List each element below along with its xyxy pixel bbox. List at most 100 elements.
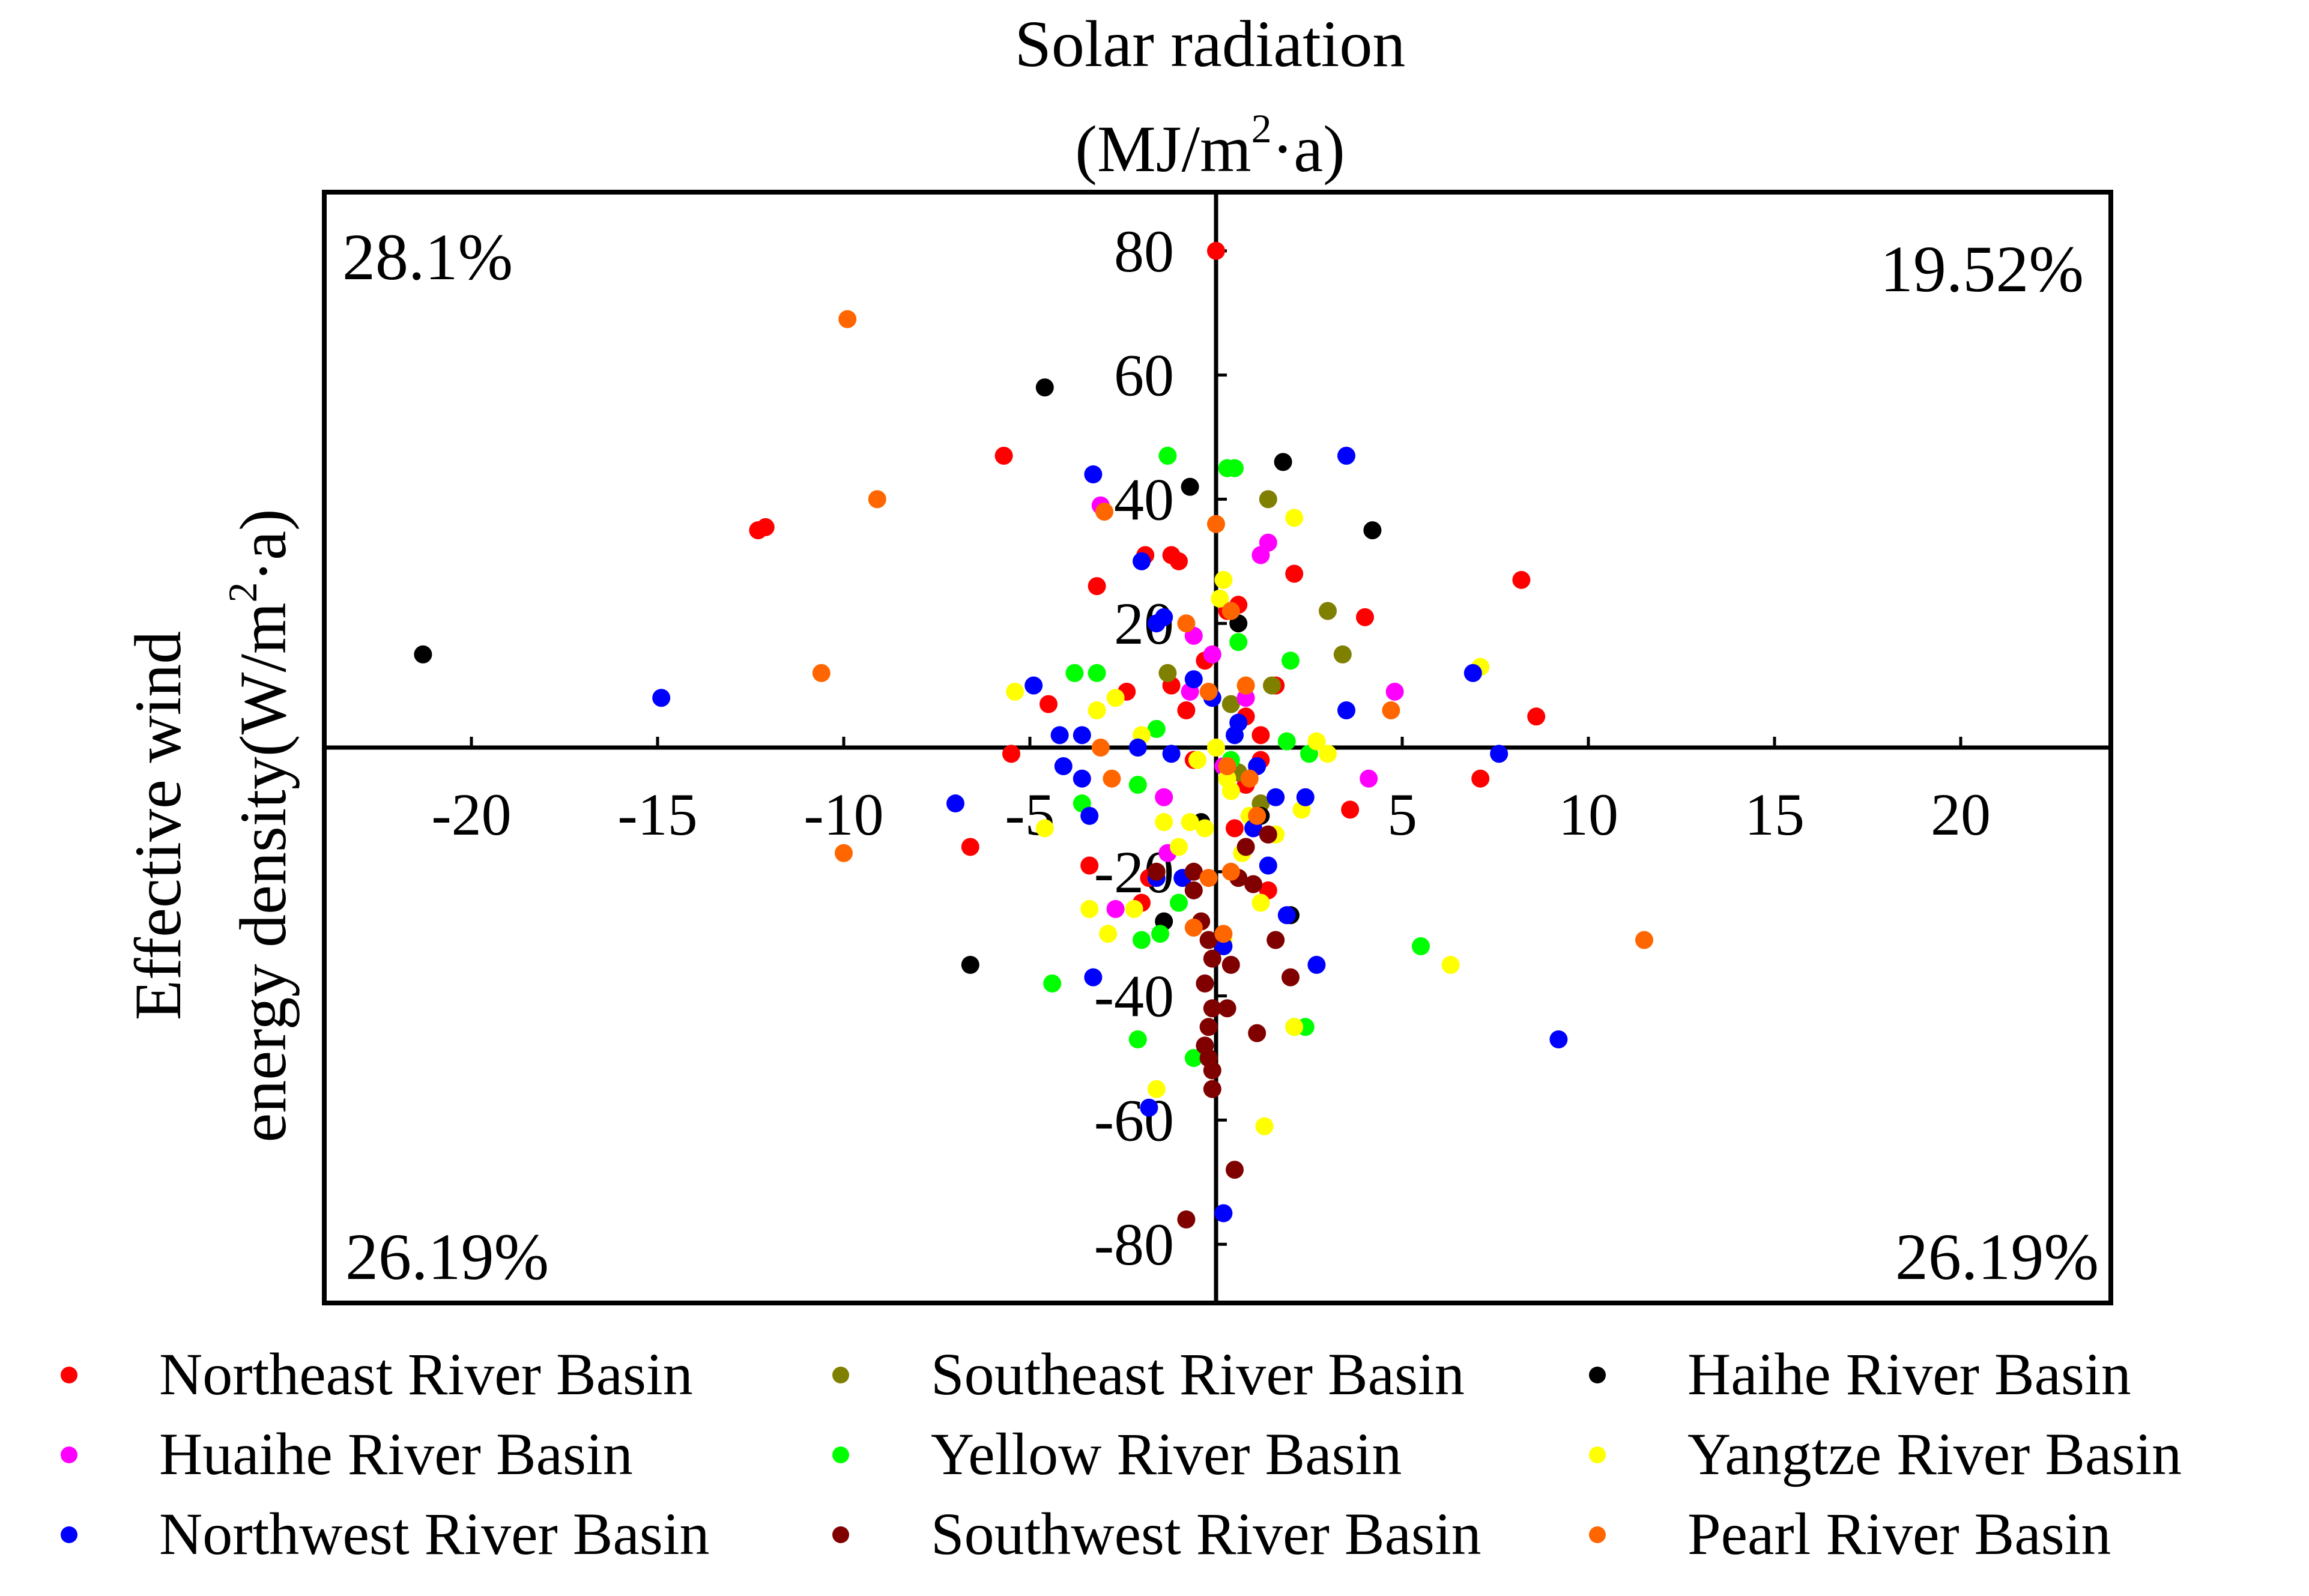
- point-series-8: [1221, 862, 1240, 881]
- point-series-5: [1255, 1117, 1274, 1135]
- point-series-4: [1133, 931, 1151, 949]
- point-series-6: [1490, 745, 1509, 763]
- point-series-7: [1248, 1024, 1266, 1042]
- point-series-7: [1266, 931, 1285, 949]
- point-series-6: [1084, 465, 1103, 484]
- point-series-4: [1282, 651, 1300, 670]
- point-series-5: [1106, 689, 1125, 707]
- x-tick-label: 5: [1387, 781, 1417, 848]
- point-series-7: [1218, 999, 1236, 1018]
- point-series-4: [1226, 459, 1244, 477]
- point-series-8: [835, 844, 853, 862]
- point-series-6: [1050, 726, 1069, 745]
- point-series-3: [1360, 769, 1378, 788]
- point-series-8: [1199, 869, 1218, 887]
- point-series-6: [1054, 757, 1073, 776]
- point-series-3: [1251, 546, 1270, 564]
- point-series-0: [1471, 769, 1490, 788]
- point-series-2: [1181, 477, 1199, 496]
- point-series-4: [1128, 776, 1147, 794]
- point-series-2: [1035, 378, 1054, 397]
- quadrant-label-bottom-left: 26.19%: [345, 1220, 549, 1293]
- point-series-5: [1211, 589, 1229, 608]
- point-series-1: [1221, 695, 1240, 713]
- point-series-0: [1527, 707, 1546, 726]
- point-series-7: [1184, 862, 1203, 881]
- point-series-4: [1184, 1049, 1203, 1067]
- point-series-5: [1188, 751, 1206, 769]
- point-series-8: [1236, 676, 1255, 695]
- point-series-4: [1043, 974, 1062, 993]
- x-tick-label: -20: [431, 781, 511, 848]
- point-series-8: [838, 310, 857, 328]
- point-series-6: [1184, 670, 1203, 689]
- point-series-5: [1147, 1080, 1166, 1098]
- y-axis-label-line1: Effective wind: [121, 631, 195, 1021]
- point-series-7: [1203, 1080, 1221, 1098]
- point-series-6: [1337, 447, 1355, 465]
- point-series-6: [1128, 739, 1147, 757]
- point-series-8: [1382, 701, 1400, 719]
- point-series-2: [414, 645, 432, 663]
- chart-title-unit-post: ·a): [1272, 112, 1345, 186]
- x-tick-label: -10: [803, 781, 883, 848]
- point-series-5: [1181, 813, 1199, 832]
- point-series-5: [1285, 1018, 1304, 1036]
- y-tick-label: 80: [1114, 218, 1174, 285]
- point-series-6: [1162, 745, 1181, 763]
- point-series-5: [1196, 819, 1214, 838]
- point-series-7: [1282, 968, 1300, 987]
- points-layer: [414, 241, 1653, 1229]
- point-series-8: [868, 490, 886, 509]
- point-series-5: [1035, 819, 1054, 838]
- point-series-6: [1147, 614, 1166, 633]
- x-tick-label: 15: [1745, 781, 1805, 848]
- point-series-2: [1363, 521, 1382, 540]
- legend-marker: [832, 1367, 849, 1383]
- point-series-5: [1088, 701, 1106, 719]
- point-series-5: [1207, 739, 1225, 757]
- point-series-7: [1259, 825, 1277, 844]
- point-series-7: [1203, 999, 1221, 1018]
- point-series-5: [1125, 899, 1143, 918]
- y-tick-label: 60: [1114, 342, 1174, 409]
- point-series-6: [1214, 937, 1233, 955]
- legend-marker: [61, 1526, 77, 1543]
- point-series-7: [1226, 1161, 1244, 1179]
- point-series-4: [1151, 925, 1169, 943]
- point-series-5: [1319, 745, 1337, 763]
- point-series-5: [1285, 509, 1304, 527]
- point-series-3: [1385, 682, 1404, 701]
- legend-label: Northeast River Basin: [159, 1341, 693, 1407]
- point-series-6: [1463, 663, 1482, 682]
- x-tick-label: -15: [617, 781, 697, 848]
- point-series-1: [1259, 490, 1277, 509]
- point-series-7: [1184, 881, 1203, 899]
- point-series-8: [1103, 769, 1121, 788]
- point-series-6: [1296, 788, 1315, 806]
- point-series-6: [1214, 1204, 1233, 1223]
- point-series-8: [812, 663, 831, 682]
- x-tick-label: -5: [1005, 781, 1055, 848]
- point-series-0: [1040, 695, 1058, 713]
- point-series-0: [961, 838, 979, 856]
- legend: Northeast River Basin Southeast River Bas…: [61, 1341, 2182, 1567]
- point-series-8: [1199, 682, 1218, 701]
- point-series-5: [1170, 838, 1188, 856]
- point-series-7: [1196, 974, 1214, 993]
- point-series-1: [1158, 663, 1177, 682]
- legend-label: Southeast River Basin: [931, 1341, 1465, 1407]
- legend-marker: [832, 1446, 849, 1463]
- legend-label: Southwest River Basin: [931, 1501, 1481, 1567]
- point-series-5: [1080, 899, 1099, 918]
- point-series-6: [1073, 769, 1091, 788]
- point-series-2: [1274, 453, 1292, 471]
- point-series-5: [1218, 769, 1236, 788]
- y-axis-label-pre: energy density(W/m: [226, 602, 300, 1142]
- point-series-1: [1319, 602, 1337, 620]
- point-series-4: [1170, 893, 1188, 912]
- legend-marker: [61, 1367, 77, 1383]
- point-series-6: [1084, 968, 1103, 987]
- point-series-5: [1441, 955, 1460, 974]
